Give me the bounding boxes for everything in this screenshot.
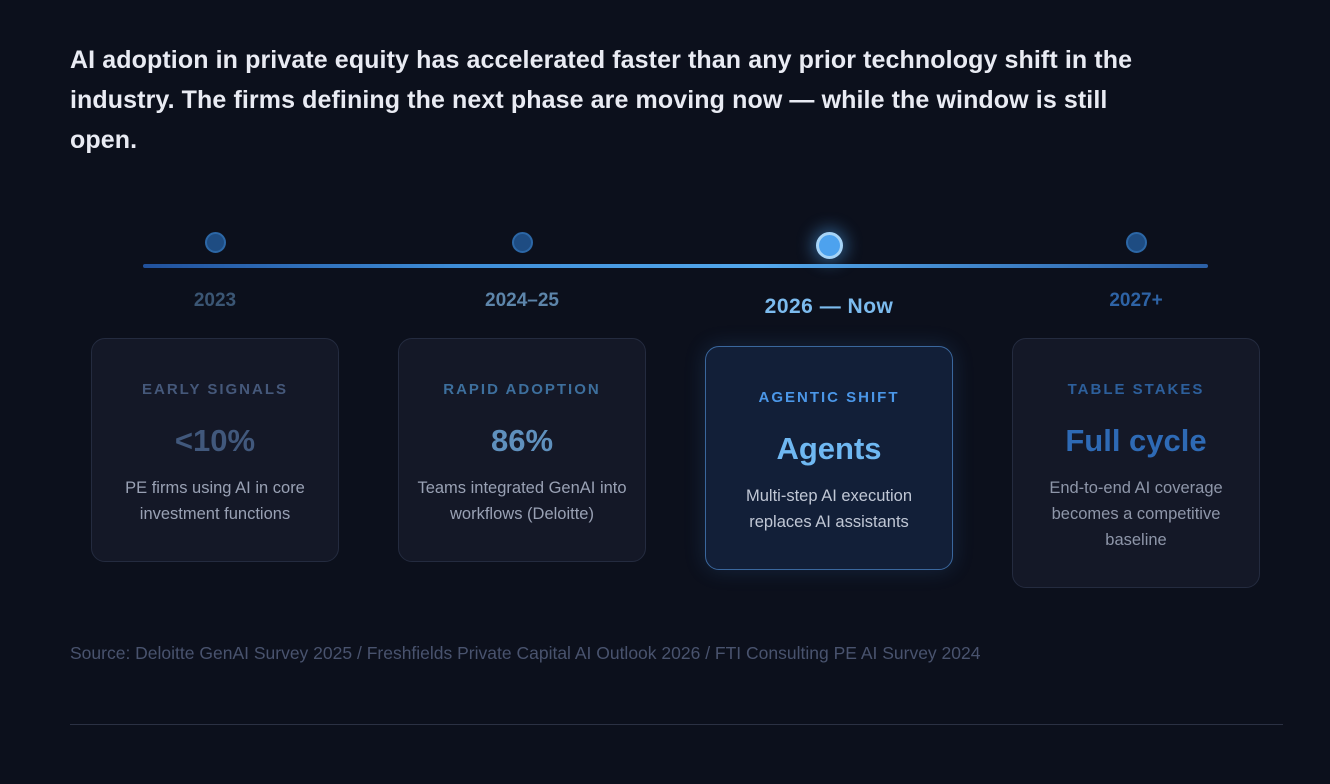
card-title: RAPID ADOPTION [443,381,601,398]
timeline-year-2023: 2023 [193,290,237,311]
card-desc: Teams integrated GenAI into workflows (D… [417,479,627,523]
timeline-dot-2026-active [815,231,843,259]
timeline-dot-cell-2024-25 [398,224,646,260]
card-agentic-shift: AGENTIC SHIFT Agents Multi-step AI execu… [705,346,953,570]
timeline-dot-2027 [1125,231,1147,253]
timeline-cards-row: EARLY SIGNALS <10% PE firms using AI in … [91,338,1261,588]
timeline-dots-row [91,224,1261,260]
timeline: 2023 2024–25 2026 — Now 2027+ EARLY SIGN… [91,224,1261,588]
card-stat: Full cycle [1065,423,1207,458]
intro-text: AI adoption in private equity has accele… [70,46,1133,154]
card-stat: <10% [174,423,256,458]
timeline-dot-cell-2027 [1012,224,1260,260]
timeline-line [143,264,1208,268]
card-desc: End-to-end AI coverage becomes a competi… [1049,479,1223,549]
card-early-signals: EARLY SIGNALS <10% PE firms using AI in … [91,338,339,562]
timeline-year-2027-plus: 2027+ [1109,290,1163,311]
timeline-dot-cell-2026 [705,224,953,260]
card-title: AGENTIC SHIFT [758,389,900,406]
card-table-stakes: TABLE STAKES Full cycle End-to-end AI co… [1012,338,1260,588]
card-rapid-adoption: RAPID ADOPTION 86% Teams integrated GenA… [398,338,646,562]
source-note: Source: Deloitte GenAI Survey 2025 / Fre… [70,643,981,663]
timeline-dot-cell-2023 [91,224,339,260]
card-title: TABLE STAKES [1067,381,1205,398]
timeline-year-2026-now: 2026 — Now [764,295,894,318]
timeline-dot-2023 [204,231,226,253]
footer-divider [70,724,1283,725]
card-stat: Agents [776,431,882,466]
card-desc: PE firms using AI in core investment fun… [125,479,305,523]
timeline-year-2024-25: 2024–25 [485,290,559,311]
card-stat: 86% [490,423,554,458]
card-title: EARLY SIGNALS [141,381,289,398]
timeline-dot-2024-25 [511,231,533,253]
card-desc: Multi-step AI execution replaces AI assi… [746,487,912,531]
timeline-years-row: 2023 2024–25 2026 — Now 2027+ [91,288,1261,318]
